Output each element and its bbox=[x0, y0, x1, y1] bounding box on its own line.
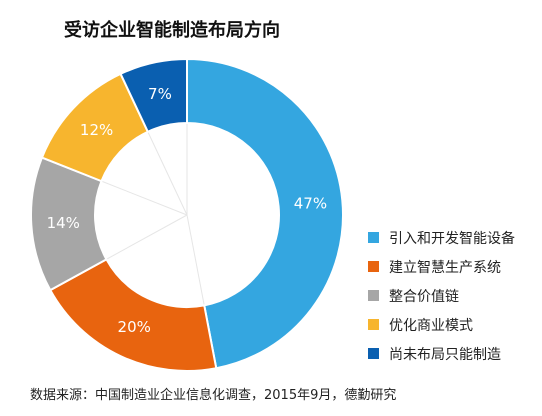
legend-label: 优化商业模式 bbox=[389, 317, 473, 334]
guide-line bbox=[186, 214, 205, 306]
center-guide-lines bbox=[101, 123, 205, 306]
guide-line bbox=[147, 131, 188, 216]
legend-item-not-yet: 尚未布局只能制造 bbox=[368, 339, 515, 368]
source-note: 数据来源：中国制造业企业信息化调查，2015年9月，德勤研究 bbox=[30, 388, 397, 403]
legend-swatch bbox=[368, 290, 379, 301]
chart-title: 受访企业智能制造布局方向 bbox=[64, 20, 280, 41]
legend-swatch bbox=[368, 232, 379, 243]
legend-swatch bbox=[368, 261, 379, 272]
donut-slice-smart-devices bbox=[186, 57, 344, 370]
donut-chart: 47% 20% 14% 12% 7% bbox=[30, 57, 344, 372]
legend-item-smart-devices: 引入和开发智能设备 bbox=[368, 223, 515, 252]
donut-slice-not-yet bbox=[119, 57, 188, 134]
slice-label-smart-production: 20% bbox=[118, 318, 151, 336]
slice-label-smart-devices: 47% bbox=[294, 194, 327, 212]
legend-item-business-model: 优化商业模式 bbox=[368, 310, 515, 339]
slice-label-business-model: 12% bbox=[80, 121, 113, 139]
chart-legend: 引入和开发智能设备 建立智慧生产系统 整合价值链优化商业模式尚未布局只能制造 bbox=[368, 223, 515, 368]
legend-label: 整合价值链 bbox=[389, 288, 459, 305]
legend-item-value-chain: 整合价值链 bbox=[368, 281, 515, 310]
legend-label: 引入和开发智能设备 bbox=[389, 230, 515, 247]
legend-label: 建立智慧生产系统 bbox=[389, 259, 501, 276]
legend-swatch bbox=[368, 319, 379, 330]
slice-label-not-yet: 7% bbox=[148, 85, 172, 103]
slice-label-value-chain: 14% bbox=[47, 214, 80, 232]
legend-item-smart-production: 建立智慧生产系统 bbox=[368, 252, 515, 281]
legend-swatch bbox=[368, 348, 379, 359]
legend-label: 尚未布局只能制造 bbox=[389, 346, 501, 363]
guide-line bbox=[106, 214, 188, 260]
guide-line bbox=[101, 180, 188, 216]
